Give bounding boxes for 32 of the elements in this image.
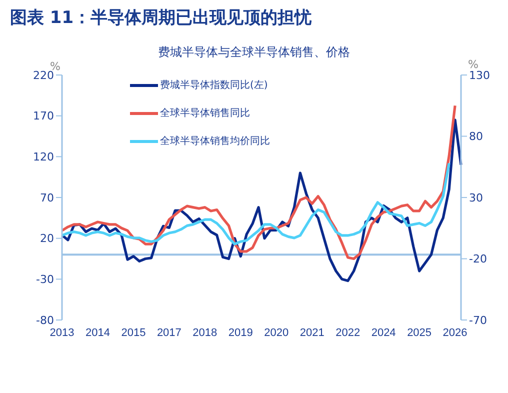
x-tick-label: 2015 [121,326,146,339]
line-series [60,162,450,246]
x-tick-label: 2013 [50,326,74,339]
y-tick-label: -80 [36,314,54,327]
y2-tick-label: -20 [469,252,487,266]
y-tick-label: 170 [33,110,54,123]
y2-tick-label: -70 [469,314,487,327]
y-tick-label: 220 [33,68,54,82]
x-tick-label: 2020 [264,326,289,339]
legend-label: 全球半导体销售同比 [160,106,250,120]
chart-subtitle: 费城半导体与全球半导体销售、价格 [158,45,350,59]
legend-label: 费城半导体指数同比(左) [160,78,268,92]
x-tick-label: 2017 [156,326,182,339]
chart-title: 图表 11：半导体周期已出现见顶的担忧 [10,7,312,29]
legend-label: 全球半导体销售均价同比 [160,134,270,148]
x-tick-label: 2021 [300,326,324,339]
x-tick-label: 2018 [192,326,218,339]
y-tick-label: 70 [40,191,54,204]
y-tick-label: 120 [33,150,54,164]
x-tick-label: 2014 [85,326,110,339]
x-tick-label: 2024 [371,326,396,339]
y-tick-label: -30 [36,273,54,286]
x-tick-label: 2019 [228,326,253,339]
x-tick-label: 2025 [407,326,432,339]
y-tick-label: 20 [40,232,54,246]
line-series [60,104,456,260]
x-tick-label: 2026 [442,326,468,339]
y2-axis-title: % [468,58,478,71]
y2-tick-label: 30 [469,191,483,204]
y2-tick-label: 80 [469,130,483,144]
x-tick-label: 2022 [336,326,360,339]
y2-tick-label: 130 [469,68,490,82]
